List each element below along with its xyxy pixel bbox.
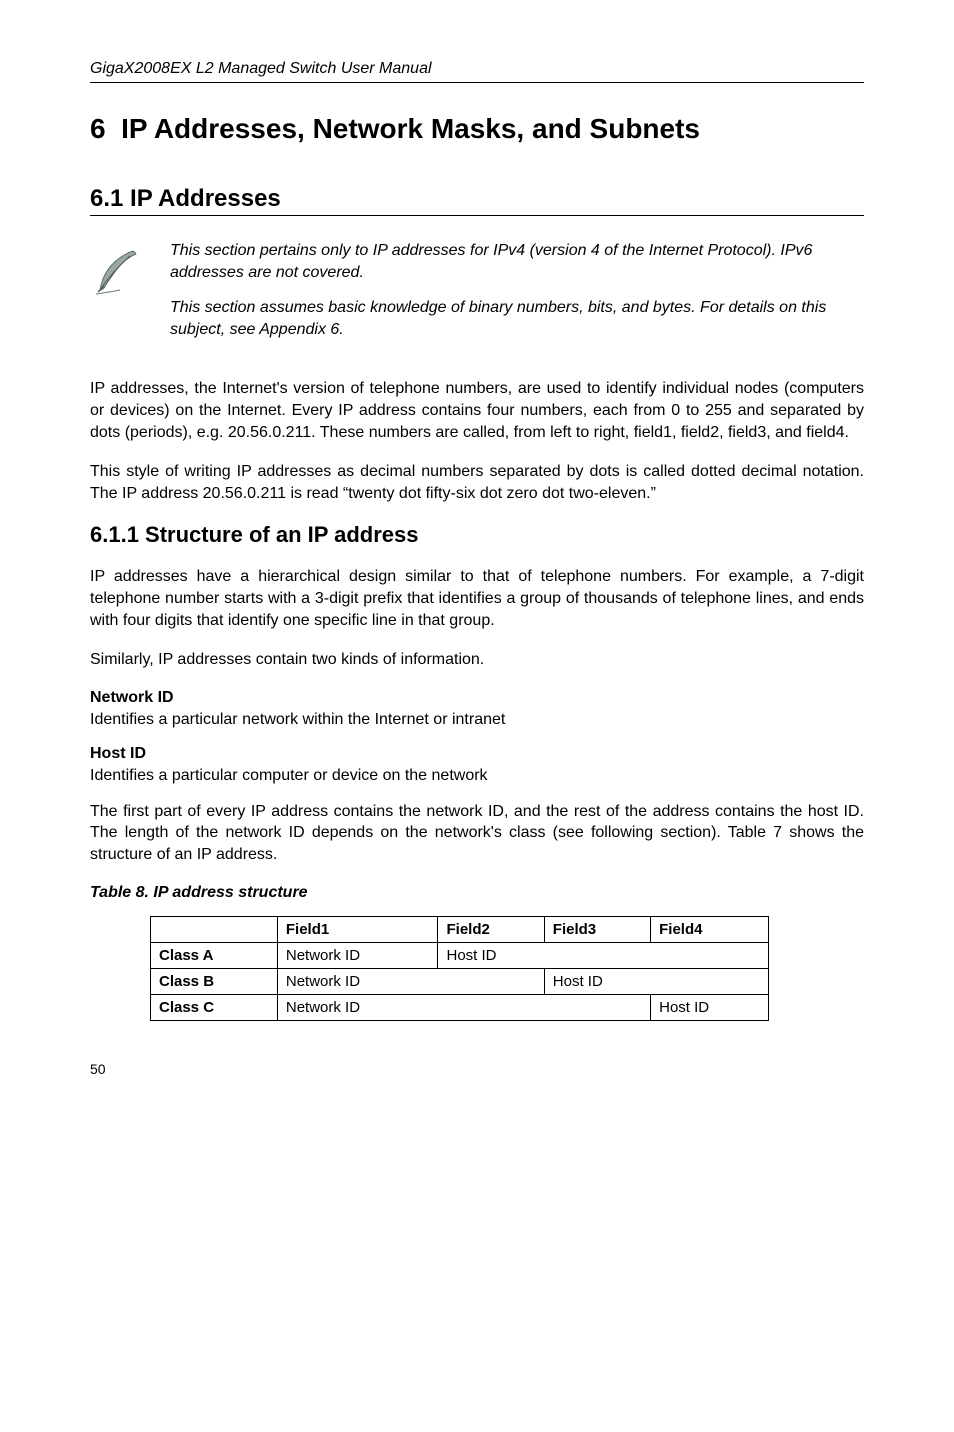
table-cell: Network ID <box>277 994 650 1020</box>
chapter-title: 6 IP Addresses, Network Masks, and Subne… <box>90 113 864 145</box>
table-header-cell: Field3 <box>544 916 650 942</box>
network-id-label: Network ID <box>90 689 864 707</box>
chapter-number: 6 <box>90 113 106 144</box>
table-header-cell: Field1 <box>277 916 438 942</box>
running-header: GigaX2008EX L2 Managed Switch User Manua… <box>90 60 864 83</box>
body-paragraph: The first part of every IP address conta… <box>90 801 864 866</box>
note-text: This section pertains only to IP address… <box>170 240 864 354</box>
table-header-row: Field1 Field2 Field3 Field4 <box>151 916 769 942</box>
note-paragraph-2: This section assumes basic knowledge of … <box>170 297 864 340</box>
table-cell: Host ID <box>438 942 769 968</box>
table-cell: Network ID <box>277 942 438 968</box>
page-number: 50 <box>90 1061 864 1077</box>
table-row: Class B Network ID Host ID <box>151 968 769 994</box>
table-row-label: Class A <box>151 942 278 968</box>
table-row: Class A Network ID Host ID <box>151 942 769 968</box>
body-paragraph: IP addresses have a hierarchical design … <box>90 566 864 631</box>
feather-note-icon <box>90 240 170 305</box>
host-id-desc: Identifies a particular computer or devi… <box>90 767 864 785</box>
table-row-label: Class C <box>151 994 278 1020</box>
section-6-1-heading: 6.1 IP Addresses <box>90 185 864 216</box>
table-caption: Table 8. IP address structure <box>90 884 864 902</box>
network-id-desc: Identifies a particular network within t… <box>90 711 864 729</box>
table-cell: Host ID <box>544 968 768 994</box>
table-cell: Network ID <box>277 968 544 994</box>
table-row: Class C Network ID Host ID <box>151 994 769 1020</box>
section-6-1-1-heading: 6.1.1 Structure of an IP address <box>90 522 864 548</box>
body-paragraph: Similarly, IP addresses contain two kind… <box>90 649 864 671</box>
body-paragraph: IP addresses, the Internet's version of … <box>90 378 864 443</box>
table-cell: Host ID <box>651 994 769 1020</box>
ip-address-structure-table: Field1 Field2 Field3 Field4 Class A Netw… <box>150 916 769 1021</box>
table-row-label: Class B <box>151 968 278 994</box>
table-header-cell <box>151 916 278 942</box>
body-paragraph: This style of writing IP addresses as de… <box>90 461 864 504</box>
note-block: This section pertains only to IP address… <box>90 240 864 354</box>
table-header-cell: Field4 <box>651 916 769 942</box>
note-paragraph-1: This section pertains only to IP address… <box>170 240 864 283</box>
table-header-cell: Field2 <box>438 916 544 942</box>
host-id-label: Host ID <box>90 745 864 763</box>
chapter-title-text: IP Addresses, Network Masks, and Subnets <box>121 113 700 144</box>
